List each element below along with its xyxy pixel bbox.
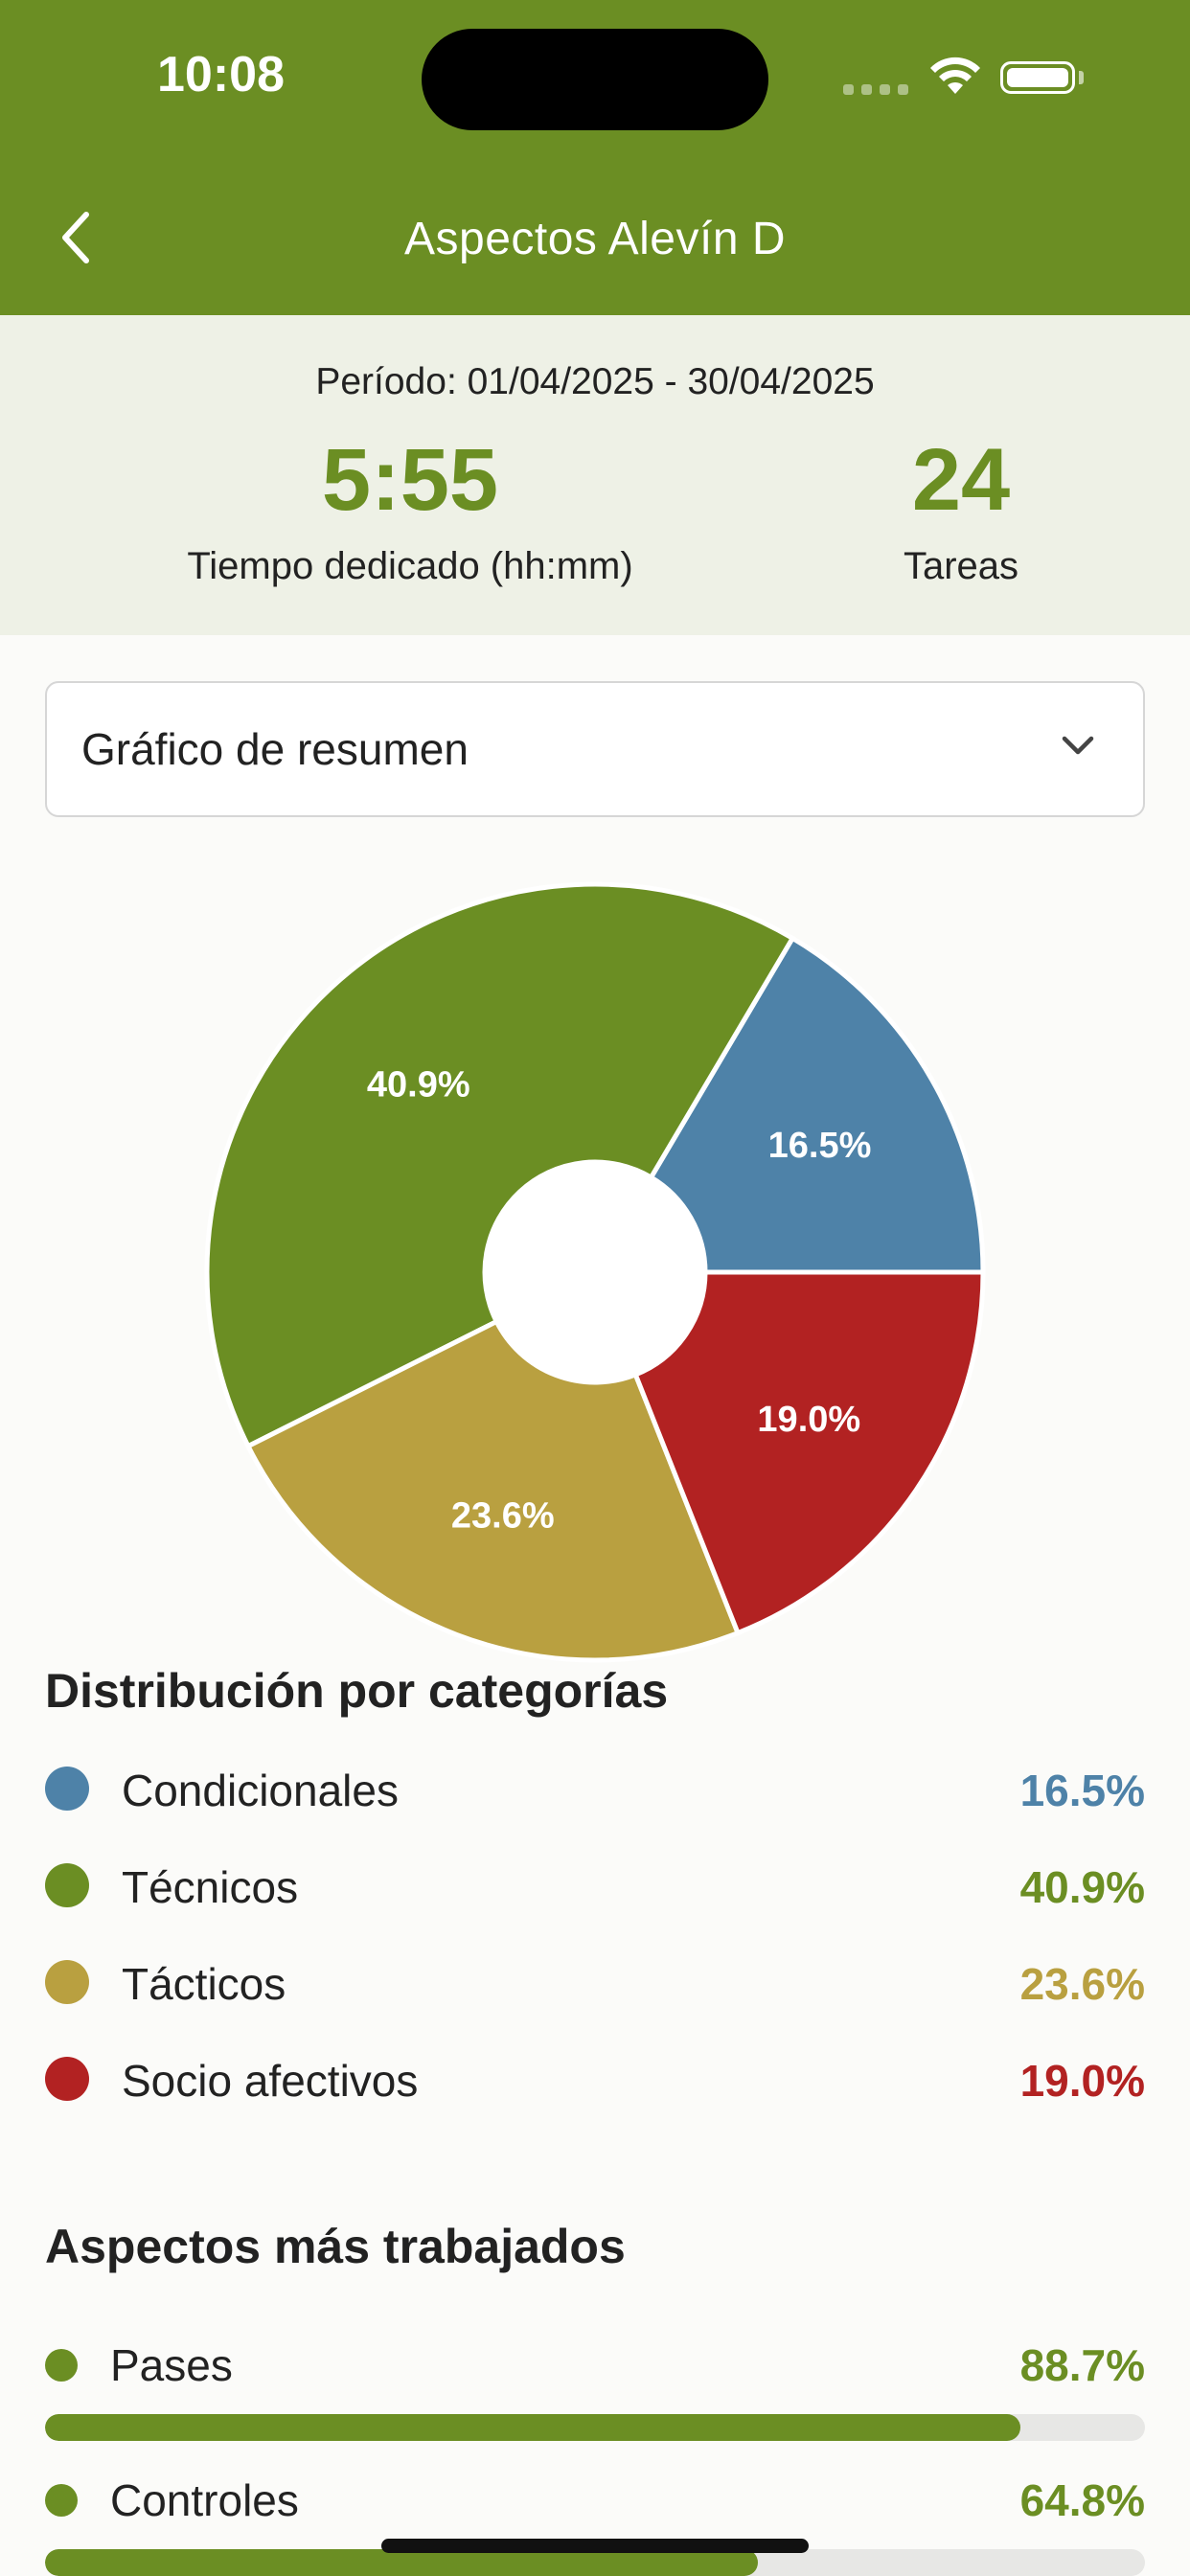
aspect-progress-track bbox=[45, 2414, 1145, 2441]
tasks-count-value: 24 bbox=[911, 431, 1011, 529]
chart-type-dropdown[interactable]: Gráfico de resumen bbox=[45, 681, 1145, 817]
aspect-dot bbox=[45, 2349, 78, 2382]
aspect-progress-track bbox=[45, 2549, 1145, 2576]
aspect-progress-fill bbox=[45, 2414, 1021, 2441]
wifi-icon bbox=[930, 57, 980, 94]
period-label: Período: 01/04/2025 - 30/04/2025 bbox=[315, 361, 875, 402]
aspect-label: Controles bbox=[110, 2475, 299, 2525]
home-indicator bbox=[381, 2539, 809, 2553]
category-color-dot bbox=[45, 1863, 89, 1907]
category-percentage: 23.6% bbox=[1019, 1959, 1145, 2009]
back-button[interactable] bbox=[48, 199, 105, 276]
tasks-count-label: Tareas bbox=[903, 545, 1019, 587]
battery-icon bbox=[1000, 61, 1075, 94]
category-row: Técnicos 40.9% bbox=[45, 1856, 1145, 1913]
donut-slice-label: 40.9% bbox=[367, 1065, 470, 1106]
aspects-title: Aspectos más trabajados bbox=[45, 2220, 626, 2273]
category-percentage: 16.5% bbox=[1019, 1766, 1145, 1815]
category-label: Condicionales bbox=[122, 1766, 399, 1815]
time-spent-value: 5:55 bbox=[321, 431, 499, 529]
dropdown-selected-value: Gráfico de resumen bbox=[81, 724, 469, 774]
period-summary: Período: 01/04/2025 - 30/04/2025 5:55 Ti… bbox=[0, 315, 1190, 635]
aspect-label: Pases bbox=[110, 2340, 233, 2390]
battery-tip bbox=[1079, 71, 1084, 84]
donut-hole bbox=[485, 1162, 705, 1382]
donut-slice-label: 23.6% bbox=[451, 1495, 555, 1536]
signal-icon bbox=[843, 84, 908, 95]
category-color-dot bbox=[45, 1767, 89, 1811]
chevron-left-icon bbox=[62, 212, 89, 263]
distribution-title: Distribución por categorías bbox=[45, 1664, 669, 1718]
category-label: Técnicos bbox=[122, 1862, 299, 1912]
aspect-percentage: 88.7% bbox=[1019, 2340, 1145, 2390]
donut-slice-label: 19.0% bbox=[757, 1400, 860, 1440]
aspect-progress-fill bbox=[45, 2549, 758, 2576]
category-color-dot bbox=[45, 2057, 89, 2101]
dynamic-island bbox=[422, 29, 768, 130]
category-percentage: 40.9% bbox=[1019, 1862, 1145, 1912]
time-spent-label: Tiempo dedicado (hh:mm) bbox=[187, 545, 633, 587]
status-time: 10:08 bbox=[157, 47, 285, 103]
chevron-down-icon bbox=[1062, 736, 1094, 755]
app-header: 10:08 Aspectos Alevín D bbox=[0, 0, 1190, 315]
category-row: Socio afectivos 19.0% bbox=[45, 2049, 1145, 2107]
category-color-dot bbox=[45, 1960, 89, 2004]
aspect-dot bbox=[45, 2484, 78, 2517]
category-row: Tácticos 23.6% bbox=[45, 1952, 1145, 2010]
distribution-donut-chart: 16.5% 40.9% 23.6% 19.0% bbox=[204, 881, 986, 1663]
category-label: Socio afectivos bbox=[122, 2056, 419, 2106]
donut-slice-label: 16.5% bbox=[768, 1126, 872, 1166]
category-label: Tácticos bbox=[122, 1959, 286, 2009]
category-percentage: 19.0% bbox=[1019, 2056, 1145, 2106]
page-title: Aspectos Alevín D bbox=[403, 214, 787, 264]
aspect-percentage: 64.8% bbox=[1019, 2475, 1145, 2525]
category-row: Condicionales 16.5% bbox=[45, 1759, 1145, 1816]
